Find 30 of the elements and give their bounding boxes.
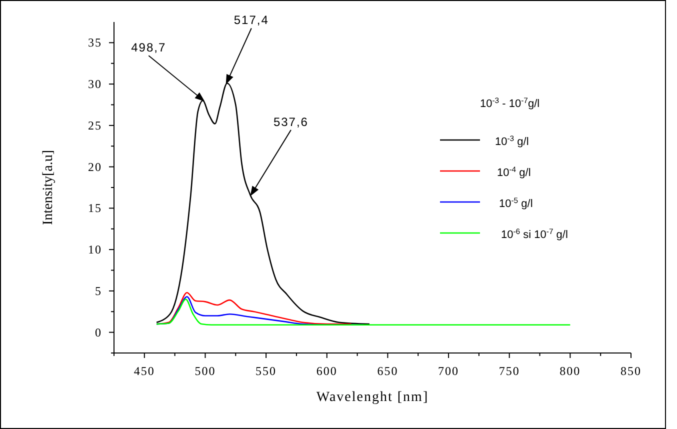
y-tick-label: 5 (95, 284, 102, 298)
legend-title: 10$^{-3}$ - 10$^{-7}$g/l (480, 96, 540, 110)
x-tick-label: 850 (620, 364, 642, 378)
y-tick-label: 15 (88, 201, 102, 216)
legend-label: 10$^{-4}$ g/l (497, 164, 531, 179)
annotation: 498,7 (131, 40, 166, 55)
y-tick-label: 0 (95, 325, 102, 340)
y-axis-title: Intensity[a.u] (41, 150, 56, 226)
annotation: 517,4 (234, 13, 269, 28)
x-tick-label: 600 (316, 364, 338, 378)
legend-label: 10$^{-6}$ si 10$^{-7}$ g/l (501, 226, 568, 241)
y-tick-label: 30 (88, 77, 102, 92)
y-tick-label: 25 (88, 118, 102, 132)
legend-label: 10$^{-5}$ g/l (499, 196, 533, 210)
x-tick-label: 500 (194, 364, 216, 378)
line-series (156, 82, 370, 325)
x-tick-label: 750 (498, 364, 520, 378)
y-tick-label: 35 (88, 36, 102, 50)
x-tick-label: 800 (560, 364, 581, 378)
y-tick-label: 20 (88, 160, 102, 174)
x-tick-label: 700 (438, 364, 460, 378)
line-series (156, 292, 352, 325)
x-tick-label: 450 (134, 364, 155, 378)
annotation: 537,6 (273, 114, 308, 129)
x-tick-label: 550 (256, 364, 277, 378)
x-axis-title: Wavelenght [nm] (316, 390, 429, 405)
y-tick-label: 10 (88, 242, 102, 257)
legend-label: 10$^{-3}$ g/l (495, 134, 529, 148)
line-series (156, 298, 571, 326)
x-tick-label: 650 (377, 364, 398, 378)
